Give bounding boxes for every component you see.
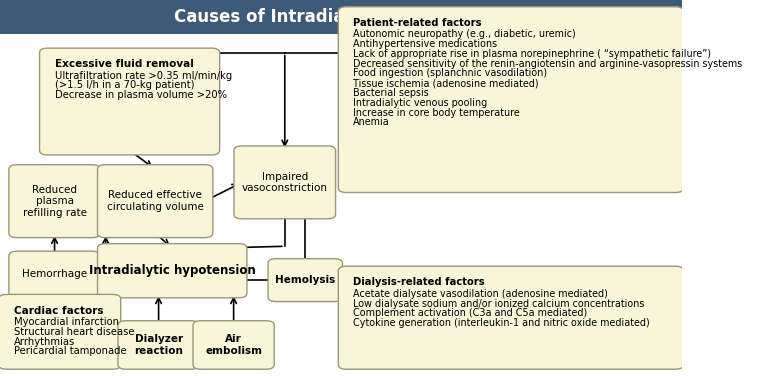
Text: Impaired
vasoconstriction: Impaired vasoconstriction — [242, 171, 328, 193]
Text: Dialyzer
reaction: Dialyzer reaction — [134, 334, 183, 356]
FancyBboxPatch shape — [98, 244, 247, 298]
Text: Food ingestion (splanchnic vasodilation): Food ingestion (splanchnic vasodilation) — [353, 68, 548, 79]
Text: Arrhythmias: Arrhythmias — [13, 337, 75, 347]
Text: Low dialysate sodium and/or ionized calcium concentrations: Low dialysate sodium and/or ionized calc… — [353, 299, 645, 309]
Text: Intradialytic hypotension: Intradialytic hypotension — [89, 264, 256, 277]
FancyBboxPatch shape — [0, 294, 121, 369]
Text: Anemia: Anemia — [353, 117, 390, 127]
Text: Structural heart disease: Structural heart disease — [13, 327, 134, 337]
Text: Decrease in plasma volume >20%: Decrease in plasma volume >20% — [55, 90, 226, 100]
Text: Ultrafiltration rate >0.35 ml/min/kg: Ultrafiltration rate >0.35 ml/min/kg — [55, 71, 232, 81]
Text: Intradialytic venous pooling: Intradialytic venous pooling — [353, 98, 488, 108]
Text: Air
embolism: Air embolism — [205, 334, 262, 356]
FancyBboxPatch shape — [234, 146, 335, 219]
Text: Increase in core body temperature: Increase in core body temperature — [353, 108, 520, 118]
Text: Myocardial infarction: Myocardial infarction — [13, 317, 119, 327]
Text: Tissue ischemia (adenosine mediated): Tissue ischemia (adenosine mediated) — [353, 78, 539, 88]
FancyBboxPatch shape — [9, 165, 101, 238]
FancyBboxPatch shape — [339, 266, 683, 369]
Text: Cardiac factors: Cardiac factors — [13, 306, 103, 316]
Text: Bacterial sepsis: Bacterial sepsis — [353, 88, 429, 98]
Text: Pericardial tamponade: Pericardial tamponade — [13, 346, 126, 356]
FancyBboxPatch shape — [98, 165, 213, 238]
Text: Antihypertensive medications: Antihypertensive medications — [353, 39, 498, 49]
Text: Hemolysis: Hemolysis — [275, 275, 335, 285]
FancyBboxPatch shape — [339, 7, 683, 193]
Text: Excessive fluid removal: Excessive fluid removal — [55, 59, 193, 70]
Text: Hemorrhage: Hemorrhage — [22, 270, 87, 279]
FancyBboxPatch shape — [9, 251, 101, 298]
Text: Cytokine generation (interleukin-1 and nitric oxide mediated): Cytokine generation (interleukin-1 and n… — [353, 318, 650, 328]
Text: Decreased sensitivity of the renin-angiotensin and arginine-vasopressin systems: Decreased sensitivity of the renin-angio… — [353, 59, 743, 69]
Text: Reduced
plasma
refilling rate: Reduced plasma refilling rate — [23, 185, 87, 218]
FancyBboxPatch shape — [118, 321, 199, 369]
Text: Complement activation (C3a and C5a mediated): Complement activation (C3a and C5a media… — [353, 308, 587, 318]
Text: Lack of appropriate rise in plasma norepinephrine ( “sympathetic failure”): Lack of appropriate rise in plasma norep… — [353, 49, 711, 59]
Text: Reduced effective
circulating volume: Reduced effective circulating volume — [107, 190, 204, 212]
Text: (>1.5 l/h in a 70-kg patient): (>1.5 l/h in a 70-kg patient) — [55, 80, 194, 91]
FancyBboxPatch shape — [40, 48, 220, 155]
Text: Dialysis-related factors: Dialysis-related factors — [353, 277, 485, 288]
Text: Autonomic neuropathy (e.g., diabetic, uremic): Autonomic neuropathy (e.g., diabetic, ur… — [353, 29, 576, 39]
Bar — [0, 0, 682, 34]
Text: Causes of Intradialytic Hypotension: Causes of Intradialytic Hypotension — [174, 8, 508, 26]
FancyBboxPatch shape — [193, 321, 275, 369]
Text: Acetate dialysate vasodilation (adenosine mediated): Acetate dialysate vasodilation (adenosin… — [353, 289, 608, 299]
Text: Patient-related factors: Patient-related factors — [353, 18, 482, 28]
FancyBboxPatch shape — [268, 259, 342, 302]
